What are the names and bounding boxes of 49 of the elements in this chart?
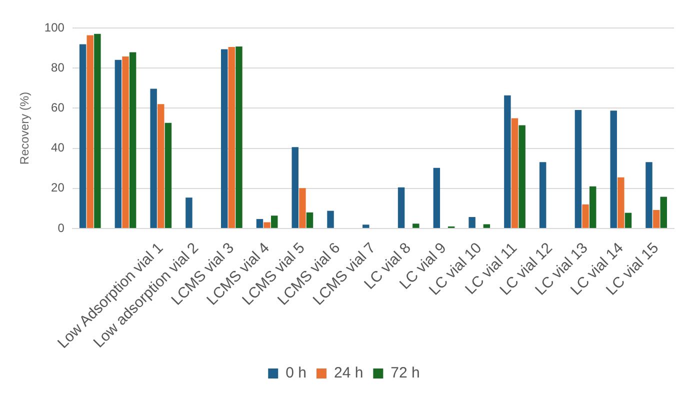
bar [618, 177, 624, 228]
y-tick-label: 20 [51, 180, 65, 195]
legend-label: 72 h [390, 364, 420, 382]
bar [164, 122, 172, 228]
bar [114, 60, 122, 228]
bar [589, 186, 596, 228]
bar [122, 56, 129, 228]
bar [264, 222, 270, 228]
bar [327, 210, 334, 228]
bar [129, 52, 136, 228]
bar [660, 196, 667, 228]
bar [574, 110, 582, 228]
bar [433, 168, 440, 228]
bar [236, 46, 242, 228]
bar [539, 162, 546, 228]
bar [398, 187, 405, 228]
bar [652, 210, 660, 228]
bar [220, 49, 228, 228]
bar [79, 44, 86, 228]
bar [624, 212, 632, 228]
y-axis-title: Recovery (%) [18, 92, 32, 165]
legend-label: 0 h [286, 364, 306, 382]
bar [292, 147, 298, 228]
bar [299, 188, 306, 228]
bar [468, 217, 476, 228]
bar [646, 162, 652, 228]
bar [158, 104, 164, 228]
bar [306, 212, 314, 228]
bar [86, 35, 94, 228]
bar [518, 125, 526, 228]
bar [504, 95, 511, 228]
bar [412, 224, 420, 228]
legend-label: 24 h [334, 364, 364, 382]
bar [256, 219, 264, 228]
bar [511, 118, 518, 228]
bar [271, 216, 278, 228]
bar [362, 224, 370, 228]
y-tick-label: 80 [51, 60, 65, 74]
bar [150, 88, 157, 228]
bar [582, 204, 589, 228]
bar [228, 47, 236, 228]
bar [483, 224, 490, 228]
y-tick-label: 0 [58, 220, 65, 235]
bar [94, 34, 101, 228]
y-tick-label: 40 [51, 140, 65, 155]
y-tick-label: 100 [44, 20, 65, 34]
bar [610, 110, 617, 228]
y-tick-label: 60 [51, 100, 65, 114]
bar [186, 198, 192, 228]
